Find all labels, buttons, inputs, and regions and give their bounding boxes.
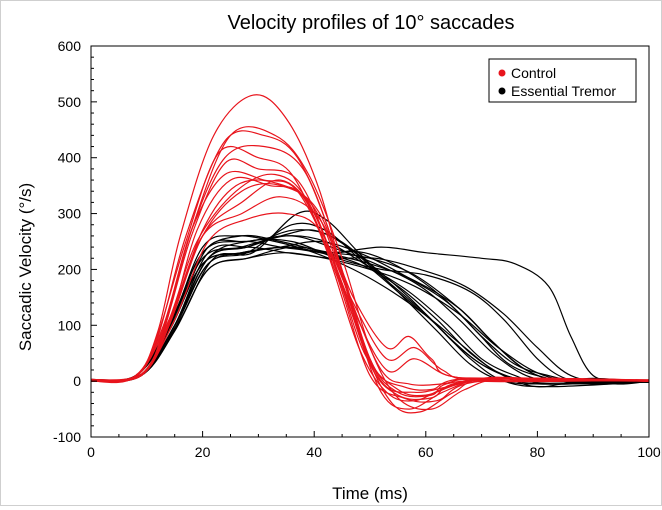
control-trace-5 [90, 158, 650, 397]
x-tick-label: 100 [637, 444, 661, 460]
essential-tremor-trace-12 [90, 246, 650, 385]
essential-tremor-trace-15 [90, 244, 650, 383]
legend-label-essential-tremor: Essential Tremor [511, 83, 616, 99]
tick-labels: 0 20 40 60 80 100 -100 0 100 200 300 400 500 600 [53, 38, 661, 460]
control-trace-10 [90, 196, 650, 384]
control-trace-14 [90, 144, 650, 398]
legend-marker-control [498, 69, 506, 77]
axes [90, 45, 650, 438]
plot-lines [90, 94, 650, 414]
control-trace-6 [90, 170, 650, 401]
y-tick-label: 600 [58, 38, 82, 54]
control-trace-12 [90, 182, 650, 382]
x-axis-label: Time (ms) [332, 484, 408, 503]
x-tick-label: 0 [87, 444, 95, 460]
control-trace-11 [90, 212, 650, 383]
x-tick-label: 60 [418, 444, 434, 460]
y-tick-label: -100 [53, 429, 81, 445]
chart-title: Velocity profiles of 10° saccades [227, 12, 514, 34]
y-axis-label: Saccadic Velocity (°/s) [16, 183, 35, 351]
y-tick-label: 300 [58, 206, 82, 222]
legend-box [488, 58, 637, 103]
x-tick-label: 20 [195, 444, 211, 460]
y-tick-label: 400 [58, 150, 82, 166]
control-trace-13 [90, 179, 650, 386]
x-tick-label: 80 [530, 444, 546, 460]
legend-label-control: Control [511, 65, 556, 81]
y-tick-label: 200 [58, 261, 82, 277]
legend-marker-essential-tremor [498, 87, 506, 95]
y-tick-label: 100 [58, 317, 82, 333]
y-tick-label: 500 [58, 94, 82, 110]
essential-tremor-trace-16 [90, 252, 650, 385]
y-tick-label: 0 [73, 373, 81, 389]
legend: Control Essential Tremor [488, 58, 637, 103]
x-tick-label: 40 [306, 444, 322, 460]
